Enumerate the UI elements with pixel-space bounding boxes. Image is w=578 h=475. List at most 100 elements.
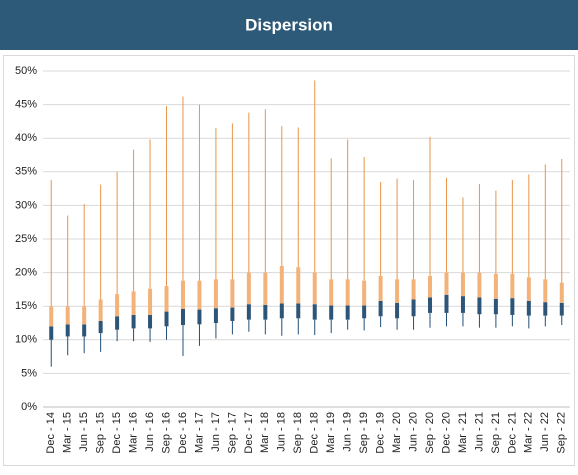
y-tick-label: 25%: [15, 233, 37, 245]
upper-box: [180, 280, 185, 309]
upper-box: [526, 277, 531, 301]
lower-box: [263, 304, 268, 320]
x-tick-label: Dec - 15: [111, 412, 123, 454]
y-tick-label: 45%: [15, 99, 37, 111]
lower-box: [477, 297, 482, 315]
lower-box: [428, 297, 433, 313]
upper-box: [197, 280, 202, 310]
upper-box: [444, 272, 449, 295]
upper-box: [543, 279, 548, 303]
upper-box: [164, 286, 169, 312]
lower-box: [345, 305, 350, 320]
upper-box: [477, 272, 482, 298]
lower-box: [526, 300, 531, 316]
lower-box: [180, 308, 185, 326]
upper-box: [378, 275, 383, 301]
lower-box: [148, 314, 153, 329]
upper-box: [428, 275, 433, 298]
upper-box: [82, 306, 87, 325]
upper-box: [395, 279, 400, 303]
lower-box: [246, 304, 251, 320]
upper-box: [312, 272, 317, 305]
y-tick-label: 15%: [15, 300, 37, 312]
lower-box: [395, 302, 400, 319]
lower-box: [98, 320, 103, 334]
x-tick-label: Jun - 19: [342, 412, 354, 452]
upper-box: [296, 267, 301, 304]
x-tick-label: Jun - 17: [210, 412, 222, 452]
x-tick-label: Sep - 19: [358, 412, 370, 454]
lower-box: [510, 298, 515, 315]
y-tick-label: 20%: [15, 267, 37, 279]
x-tick-label: Sep - 22: [556, 412, 568, 454]
lower-box: [164, 311, 169, 327]
lower-box: [559, 302, 564, 316]
lower-box: [411, 299, 416, 317]
upper-box: [329, 279, 334, 306]
lower-box: [296, 303, 301, 319]
lower-box: [230, 307, 235, 321]
x-tick-label: Sep - 21: [490, 412, 502, 454]
lower-box: [493, 298, 498, 315]
y-tick-label: 0%: [21, 401, 37, 413]
upper-box: [148, 288, 153, 315]
x-tick-label: Sep - 15: [95, 412, 107, 454]
x-tick-label: Sep - 20: [424, 412, 436, 454]
x-tick-label: Jun - 16: [144, 412, 156, 452]
upper-box: [493, 273, 498, 299]
x-tick-label: Jun - 18: [276, 412, 288, 452]
x-tick-label: Jun - 22: [539, 412, 551, 452]
upper-box: [362, 280, 367, 306]
lower-box: [329, 305, 334, 320]
y-tick-label: 30%: [15, 199, 37, 211]
x-tick-label: Sep - 16: [160, 412, 172, 454]
y-tick-label: 50%: [15, 65, 37, 77]
upper-box: [460, 272, 465, 297]
upper-box: [559, 282, 564, 303]
x-tick-label: Dec - 16: [177, 412, 189, 454]
x-tick-label: Mar - 21: [457, 412, 469, 453]
x-tick-label: Dec - 14: [45, 412, 57, 454]
x-tick-label: Mar - 22: [523, 412, 535, 453]
chart-title: Dispersion: [245, 15, 333, 34]
x-tick-label: Mar - 17: [193, 412, 205, 453]
x-tick-label: Mar - 18: [259, 412, 271, 453]
upper-box: [65, 306, 70, 325]
lower-box: [362, 305, 367, 319]
upper-box: [213, 279, 218, 309]
x-tick-label: Mar - 16: [127, 412, 139, 453]
x-tick-label: Dec - 17: [243, 412, 255, 454]
x-tick-label: Dec - 20: [440, 412, 452, 454]
chart-frame: [3, 55, 575, 466]
lower-box: [115, 316, 120, 330]
lower-box: [378, 300, 383, 317]
lower-box: [543, 302, 548, 316]
upper-box: [49, 306, 54, 327]
upper-box: [246, 272, 251, 305]
lower-box: [82, 324, 87, 337]
y-tick-label: 35%: [15, 166, 37, 178]
lower-box: [197, 309, 202, 325]
x-tick-label: Mar - 19: [325, 412, 337, 453]
x-tick-label: Sep - 17: [226, 412, 238, 454]
x-tick-label: Dec - 19: [375, 412, 387, 454]
lower-box: [49, 326, 54, 340]
upper-box: [98, 299, 103, 321]
upper-box: [510, 273, 515, 299]
upper-box: [345, 279, 350, 306]
x-tick-label: Mar - 15: [62, 412, 74, 453]
upper-box: [263, 272, 268, 305]
x-tick-label: Jun - 20: [407, 412, 419, 452]
x-tick-label: Dec - 21: [506, 412, 518, 454]
x-tick-label: Jun - 21: [473, 412, 485, 452]
upper-box: [115, 294, 120, 317]
x-tick-label: Jun - 15: [78, 412, 90, 452]
lower-box: [444, 294, 449, 313]
y-tick-label: 40%: [15, 132, 37, 144]
lower-box: [65, 324, 70, 337]
x-tick-label: Dec - 18: [309, 412, 321, 454]
upper-box: [230, 279, 235, 308]
upper-box: [131, 291, 136, 315]
